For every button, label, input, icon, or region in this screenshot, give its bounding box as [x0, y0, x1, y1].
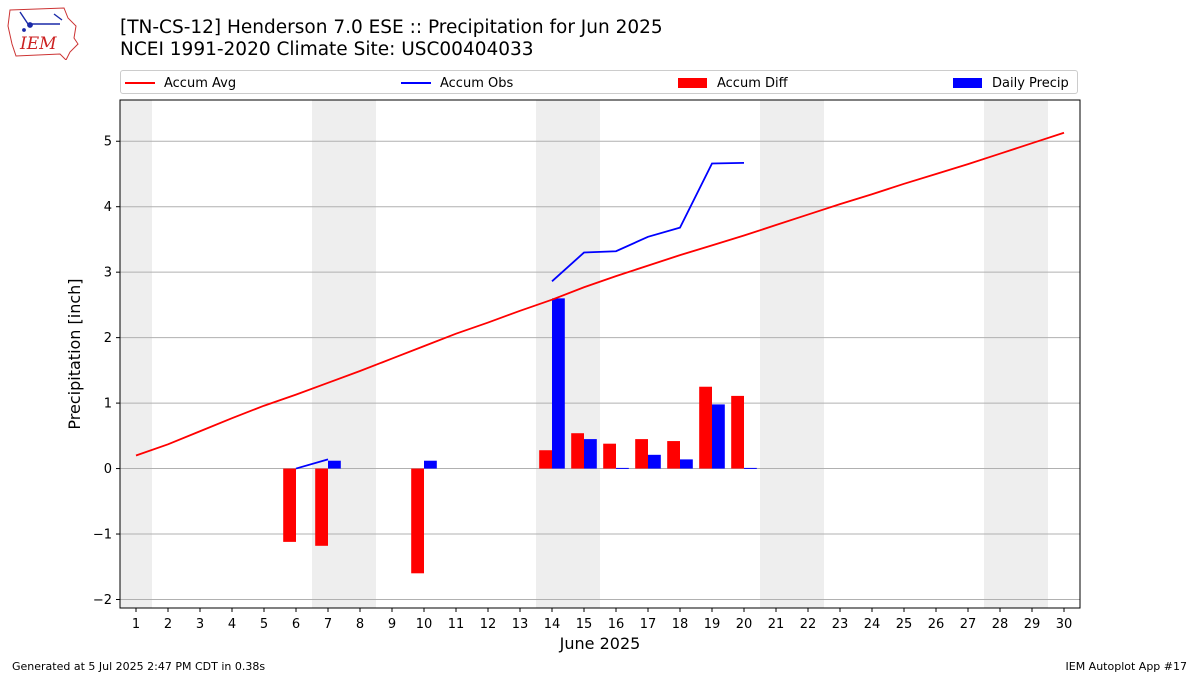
legend-swatch-daily-precip [953, 78, 982, 88]
weekend-band [120, 100, 152, 608]
legend-item-accum-obs: Accum Obs [401, 73, 513, 93]
weekend-band [984, 100, 1016, 608]
x-tick-label: 30 [1056, 617, 1073, 632]
chart-legend: Accum Avg Accum Obs Accum Diff Daily Pre… [120, 70, 1078, 94]
accum-diff-bar [539, 450, 552, 469]
daily-precip-bar [424, 460, 437, 469]
x-tick-label: 6 [292, 617, 300, 632]
x-tick-label: 25 [896, 617, 913, 632]
x-tick-label: 7 [324, 617, 332, 632]
y-axis-label: Precipitation [inch] [65, 278, 84, 429]
x-tick-label: 19 [704, 617, 721, 632]
plot-area [119, 99, 1081, 609]
x-tick-label: 13 [512, 617, 529, 632]
accum-diff-bar [283, 468, 296, 542]
chart-subtitle: NCEI 1991-2020 Climate Site: USC00404033 [120, 39, 534, 60]
y-tick-label: −2 [93, 593, 112, 608]
legend-label-daily-precip: Daily Precip [992, 75, 1069, 91]
daily-precip-bar [584, 439, 597, 469]
x-tick-label: 14 [544, 617, 561, 632]
y-tick-label: 5 [104, 135, 112, 150]
y-tick-label: 1 [104, 397, 112, 412]
x-tick-label: 16 [608, 617, 625, 632]
x-tick-label: 5 [260, 617, 268, 632]
weekend-band [792, 100, 824, 608]
daily-precip-bar [616, 467, 629, 469]
footer-generated-text: Generated at 5 Jul 2025 2:47 PM CDT in 0… [12, 660, 266, 673]
legend-label-accum-diff: Accum Diff [717, 75, 788, 91]
y-tick-label: 0 [104, 462, 112, 477]
x-tick-label: 15 [576, 617, 593, 632]
y-tick-label: 4 [104, 200, 112, 215]
x-tick-label: 23 [832, 617, 849, 632]
weekend-band [344, 100, 376, 608]
accum-diff-bar [699, 386, 712, 469]
x-tick-label: 29 [1024, 617, 1041, 632]
x-tick-label: 10 [416, 617, 433, 632]
x-tick-label: 12 [480, 617, 497, 632]
x-tick-label: 3 [196, 617, 204, 632]
x-tick-label: 9 [388, 617, 396, 632]
daily-precip-bar [648, 454, 661, 469]
x-axis-label: June 2025 [559, 634, 641, 653]
accum-diff-bar [315, 468, 328, 546]
x-tick-label: 4 [228, 617, 236, 632]
legend-swatch-accum-avg [125, 82, 155, 84]
y-tick-label: 2 [104, 331, 112, 346]
daily-precip-bar [552, 298, 565, 469]
x-tick-label: 27 [960, 617, 977, 632]
x-tick-label: 1 [132, 617, 140, 632]
x-tick-label: 11 [448, 617, 465, 632]
accum-diff-bar [731, 395, 744, 469]
y-tick-label: −1 [93, 528, 112, 543]
accum-diff-bar [667, 441, 680, 469]
iem-logo: IEM [7, 7, 79, 60]
svg-text:IEM: IEM [19, 34, 57, 54]
weekend-band [760, 100, 792, 608]
legend-swatch-accum-diff [678, 78, 707, 88]
weekend-band [568, 100, 600, 608]
accum-diff-bar [603, 443, 616, 469]
legend-swatch-accum-obs [401, 82, 431, 84]
x-tick-label: 28 [992, 617, 1009, 632]
x-tick-label: 18 [672, 617, 689, 632]
x-tick-label: 2 [164, 617, 172, 632]
legend-item-daily-precip: Daily Precip [953, 73, 1069, 93]
accum-obs-line [295, 458, 329, 470]
x-tick-label: 26 [928, 617, 945, 632]
x-tick-label: 21 [768, 617, 785, 632]
x-tick-label: 20 [736, 617, 753, 632]
x-tick-label: 22 [800, 617, 817, 632]
accum-diff-bar [411, 468, 424, 574]
daily-precip-bar [744, 467, 757, 469]
weekend-band [1016, 100, 1048, 608]
accum-obs-line [551, 161, 745, 283]
daily-precip-bar [680, 459, 693, 469]
footer-app-text: IEM Autoplot App #17 [1065, 660, 1188, 673]
legend-item-accum-avg: Accum Avg [125, 73, 236, 93]
x-tick-label: 17 [640, 617, 657, 632]
legend-item-accum-diff: Accum Diff [678, 73, 788, 93]
x-tick-label: 8 [356, 617, 364, 632]
daily-precip-bar [328, 460, 341, 469]
accum-avg-line [135, 131, 1065, 457]
chart-title: [TN-CS-12] Henderson 7.0 ESE :: Precipit… [120, 17, 663, 38]
accum-diff-bar [635, 439, 648, 469]
accum-diff-bar [571, 433, 584, 469]
legend-label-accum-obs: Accum Obs [440, 75, 514, 91]
daily-precip-bar [712, 404, 725, 469]
legend-label-accum-avg: Accum Avg [164, 75, 237, 91]
y-tick-label: 3 [104, 266, 112, 281]
x-tick-label: 24 [864, 617, 881, 632]
